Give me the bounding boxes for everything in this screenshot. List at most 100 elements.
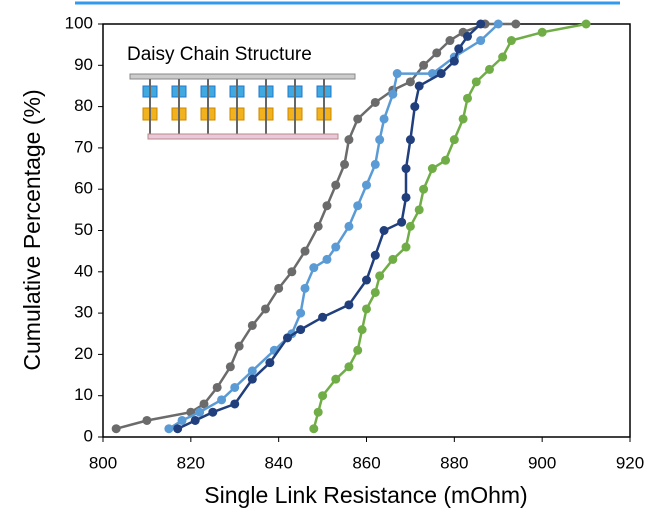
data-point (401, 164, 411, 174)
data-point (427, 164, 437, 174)
data-point (419, 184, 429, 194)
data-point (414, 205, 424, 215)
data-point (265, 358, 275, 368)
data-point (212, 382, 222, 392)
data-point (208, 407, 218, 417)
x-tick-label: 840 (264, 453, 292, 472)
data-point (173, 424, 183, 434)
data-point (511, 19, 521, 29)
data-point (375, 135, 385, 145)
data-point (362, 304, 371, 314)
data-point (177, 415, 187, 425)
data-point (287, 267, 297, 277)
x-tick-label: 880 (440, 453, 468, 472)
data-point (458, 114, 468, 124)
y-tick-label: 40 (74, 261, 93, 280)
data-point (318, 312, 328, 322)
data-point (195, 407, 205, 417)
data-point (199, 399, 209, 409)
data-point (322, 201, 332, 211)
y-tick-label: 70 (74, 137, 93, 156)
data-point (309, 424, 319, 434)
data-point (375, 271, 385, 281)
y-tick-label: 10 (74, 385, 93, 404)
data-point (537, 27, 547, 37)
data-point (414, 81, 424, 91)
data-point (379, 226, 389, 235)
data-point (463, 31, 473, 41)
data-point (476, 19, 486, 29)
data-point (309, 263, 319, 273)
data-point (340, 159, 350, 169)
inset-label: Daisy Chain Structure (127, 44, 312, 65)
data-point (247, 366, 257, 376)
data-point (234, 341, 244, 351)
data-point (392, 69, 402, 79)
data-point (300, 246, 310, 256)
data-point (344, 221, 354, 231)
data-point (331, 180, 341, 190)
data-point (401, 192, 411, 202)
series-line (168, 23, 500, 430)
data-point (471, 77, 481, 87)
x-tick-label: 800 (89, 453, 117, 472)
data-point (388, 89, 398, 99)
x-tick-label: 900 (528, 453, 556, 472)
data-point (111, 424, 121, 434)
y-tick-label: 20 (74, 344, 93, 363)
data-point (405, 221, 415, 231)
y-tick-label: 50 (74, 220, 93, 239)
data-point (441, 155, 451, 165)
data-point (445, 36, 455, 46)
data-point (225, 362, 235, 372)
data-point (454, 44, 464, 54)
data-point (318, 391, 328, 401)
data-point (322, 254, 332, 264)
y-tick-label: 0 (84, 426, 93, 445)
data-point (432, 48, 442, 58)
data-point (296, 325, 306, 335)
data-point (436, 69, 446, 79)
data-point (449, 56, 459, 66)
y-tick-label: 30 (74, 303, 93, 322)
data-point (357, 325, 367, 335)
series-line (177, 23, 482, 430)
data-point (463, 93, 473, 103)
data-point (370, 159, 380, 169)
data-point (405, 77, 415, 87)
data-point (498, 52, 508, 62)
data-point (388, 254, 398, 264)
data-point (260, 304, 270, 314)
data-point (274, 283, 284, 293)
series-line (312, 22, 587, 430)
data-point (405, 135, 415, 145)
data-point (476, 36, 486, 46)
data-point (282, 333, 292, 343)
data-point (230, 399, 240, 409)
x-tick-label: 860 (352, 453, 380, 472)
data-point (142, 415, 152, 425)
data-point (313, 407, 323, 417)
data-point (370, 97, 380, 107)
data-point (370, 287, 380, 297)
daisy-chain-icon (129, 73, 356, 140)
data-point (353, 201, 363, 211)
data-point (419, 60, 429, 70)
data-point (344, 362, 354, 372)
data-point (427, 69, 437, 79)
y-axis-title: Cumulative Percentage (%) (19, 89, 45, 370)
data-point (344, 135, 354, 145)
data-point (581, 19, 591, 29)
y-tick-label: 60 (74, 179, 93, 198)
data-point (362, 180, 371, 190)
x-axis-title: Single Link Resistance (mOhm) (204, 482, 527, 508)
data-point (353, 345, 363, 355)
x-tick-label: 820 (177, 453, 205, 472)
data-point (247, 374, 257, 384)
data-point (370, 250, 380, 260)
data-point (247, 320, 257, 330)
y-tick-label: 100 (65, 13, 93, 32)
data-point (379, 114, 389, 124)
data-point (449, 135, 459, 145)
